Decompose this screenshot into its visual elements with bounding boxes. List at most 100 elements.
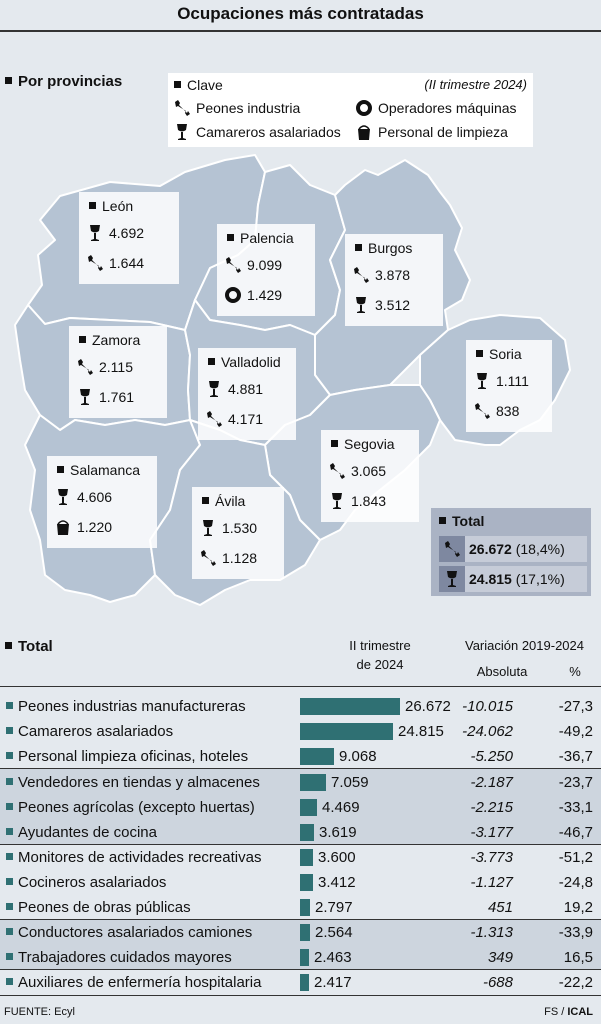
category-label: Conductores asalariados camiones: [18, 924, 253, 941]
absolute-change: 451: [487, 899, 513, 916]
wrench-icon: [206, 410, 222, 428]
value-label: 4.469: [322, 799, 360, 816]
row-marker: [6, 803, 13, 810]
col-header-period: II trimestre de 2024: [349, 638, 411, 672]
row-marker: [6, 778, 13, 785]
bar: [300, 723, 393, 740]
percent-change: -33,1: [558, 799, 593, 816]
wine-glass-icon: [474, 372, 490, 390]
table-top-rule: [0, 686, 601, 687]
absolute-change: -5.250: [470, 748, 513, 765]
wine-glass-icon: [206, 380, 222, 398]
ring-icon: [356, 99, 372, 117]
wrench-icon: [474, 402, 490, 420]
percent-change: -51,2: [558, 849, 593, 866]
page-title: Ocupaciones más contratadas: [177, 4, 424, 23]
table-row: Vendedores en tiendas y almacenes 7.059 -2…: [0, 770, 601, 795]
bar: [300, 799, 317, 816]
province-palencia: Palencia 9.099 1.429: [217, 224, 315, 316]
absolute-change: 349: [487, 949, 513, 966]
row-marker: [6, 752, 13, 759]
province-salamanca: Salamanca 4.606 1.220: [47, 456, 157, 548]
table-row: Camareros asalariados 24.815 -24.062 -49,2: [0, 719, 601, 744]
legend: Clave (II trimestre 2024) Peones industr…: [168, 73, 533, 147]
total-row-camareros: 24.815 (17,1%): [439, 566, 587, 592]
bar: [300, 874, 313, 891]
table-row: Peones industrias manufactureras 26.672 -1…: [0, 694, 601, 719]
wrench-icon: [225, 256, 241, 274]
wrench-icon: [77, 358, 93, 376]
ring-icon: [225, 286, 241, 304]
value-label: 26.672: [405, 698, 451, 715]
bar: [300, 849, 313, 866]
table-row: Monitores de actividades recreativas 3.60…: [0, 845, 601, 870]
absolute-change: -688: [482, 974, 513, 991]
total-box: Total 26.672 (18,4%) 24.815 (17,1%): [431, 508, 591, 596]
bar: [300, 949, 309, 966]
absolute-change: -2.187: [470, 774, 513, 791]
legend-item-camareros: Camareros asalariados: [174, 123, 341, 141]
row-marker: [6, 853, 13, 860]
bar: [300, 698, 400, 715]
percent-change: -49,2: [558, 723, 593, 740]
province-avila: Ávila 1.530 1.128: [192, 487, 284, 579]
absolute-change: -1.313: [470, 924, 513, 941]
province-segovia: Segovia 3.065 1.843: [321, 430, 419, 522]
value-label: 3.600: [318, 849, 356, 866]
table-row: Personal limpieza oficinas, hoteles 9.068…: [0, 744, 601, 769]
province-leon: León 4.692 1.644: [79, 192, 179, 284]
value-label: 2.564: [315, 924, 353, 941]
footer-credit: FS / ICAL: [544, 1006, 593, 1018]
bar: [300, 899, 310, 916]
category-label: Cocineros asalariados: [18, 874, 167, 891]
row-marker: [6, 878, 13, 885]
group-divider: [0, 768, 601, 769]
bucket-icon: [55, 518, 71, 536]
table-row: Trabajadores cuidados mayores 2.463 349 16,…: [0, 945, 601, 970]
row-marker: [6, 828, 13, 835]
category-label: Trabajadores cuidados mayores: [18, 949, 232, 966]
percent-change: -23,7: [558, 774, 593, 791]
value-label: 7.059: [331, 774, 369, 791]
category-label: Vendedores en tiendas y almacenes: [18, 774, 260, 791]
province-burgos: Burgos 3.878 3.512: [345, 234, 443, 326]
table-row: Peones de obras públicas 2.797 451 19,2: [0, 895, 601, 920]
group-divider: [0, 969, 601, 970]
category-label: Peones agrícolas (excepto huertas): [18, 799, 255, 816]
table-row: Cocineros asalariados 3.412 -1.127 -24,8: [0, 870, 601, 895]
percent-change: 16,5: [563, 949, 593, 966]
province-soria: Soria 1.111 838: [466, 340, 552, 432]
wine-glass-icon: [439, 566, 465, 592]
wine-glass-icon: [87, 224, 103, 242]
wrench-icon: [200, 549, 216, 567]
wine-glass-icon: [77, 388, 93, 406]
category-label: Peones industrias manufactureras: [18, 698, 246, 715]
wrench-icon: [329, 462, 345, 480]
map-section-heading: Por provincias: [5, 73, 122, 90]
total-row-peones: 26.672 (18,4%): [439, 536, 587, 562]
percent-change: 19,2: [563, 899, 593, 916]
col-header-percent: %: [569, 664, 581, 679]
category-label: Camareros asalariados: [18, 723, 174, 740]
wrench-icon: [87, 254, 103, 272]
bar: [300, 924, 310, 941]
group-divider: [0, 919, 601, 920]
category-label: Ayudantes de cocina: [18, 824, 157, 841]
row-marker: [6, 702, 13, 709]
table-row: Conductores asalariados camiones 2.564 -1.…: [0, 920, 601, 945]
group-divider: [0, 844, 601, 845]
wrench-icon: [174, 99, 190, 117]
value-label: 9.068: [339, 748, 377, 765]
value-label: 2.463: [314, 949, 352, 966]
table-row: Peones agrícolas (excepto huertas) 4.469 -…: [0, 795, 601, 820]
wrench-icon: [439, 536, 465, 562]
category-label: Auxiliares de enfermería hospitalaria: [18, 974, 262, 991]
absolute-change: -24.062: [462, 723, 513, 740]
percent-change: -33,9: [558, 924, 593, 941]
row-marker: [6, 928, 13, 935]
value-label: 3.412: [318, 874, 356, 891]
bar: [300, 774, 326, 791]
col-header-variation: Variación 2019-2024: [464, 638, 584, 653]
category-label: Peones de obras públicas: [18, 899, 191, 916]
title-rule: [0, 30, 601, 32]
